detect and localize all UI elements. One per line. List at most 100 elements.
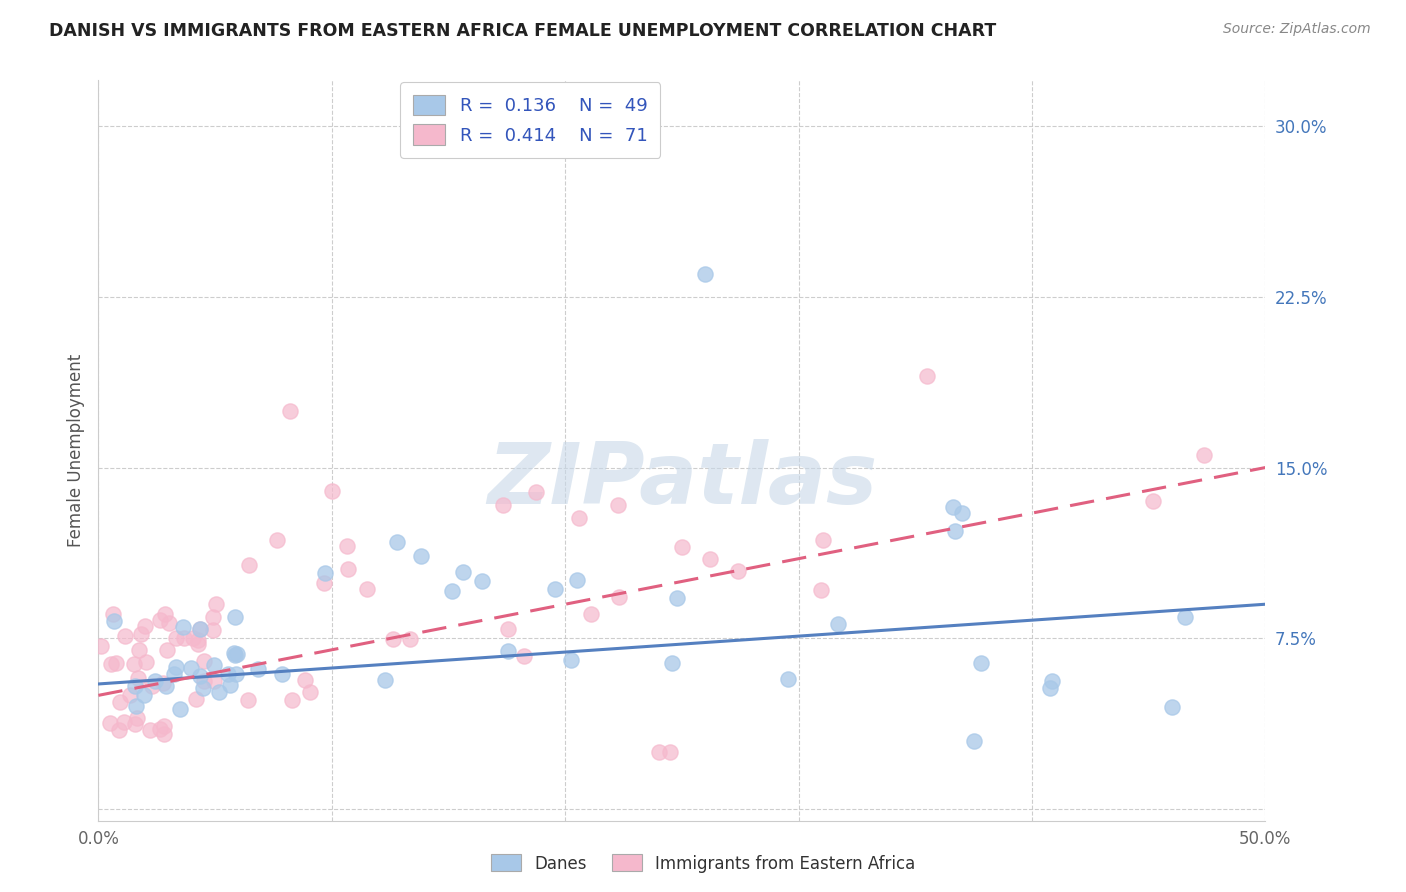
Immigrants from Eastern Africa	[101, 607, 124, 621]
Immigrants from Eastern Africa	[202, 623, 225, 637]
Immigrants from Eastern Africa	[181, 632, 204, 646]
Danes	[1174, 610, 1197, 624]
Danes	[943, 524, 966, 538]
Danes	[544, 582, 567, 596]
Immigrants from Eastern Africa	[127, 672, 149, 686]
Immigrants from Eastern Africa	[156, 643, 179, 657]
Danes	[440, 584, 463, 599]
Immigrants from Eastern Africa	[1192, 448, 1215, 462]
Legend: R =  0.136    N =  49, R =  0.414    N =  71: R = 0.136 N = 49, R = 0.414 N = 71	[401, 82, 661, 158]
Immigrants from Eastern Africa	[236, 693, 259, 707]
Immigrants from Eastern Africa	[108, 723, 131, 737]
Danes	[970, 656, 993, 670]
Immigrants from Eastern Africa	[188, 622, 211, 636]
Immigrants from Eastern Africa	[149, 613, 172, 627]
Danes	[103, 615, 125, 629]
Danes	[451, 566, 474, 580]
Immigrants from Eastern Africa	[152, 676, 174, 690]
Danes	[124, 679, 146, 693]
Danes	[373, 673, 395, 688]
Immigrants from Eastern Africa	[90, 639, 112, 653]
Danes	[695, 267, 717, 281]
Danes	[225, 667, 247, 681]
Danes	[188, 623, 211, 637]
Immigrants from Eastern Africa	[153, 727, 176, 741]
Immigrants from Eastern Africa	[149, 723, 172, 737]
Danes	[180, 660, 202, 674]
Danes	[125, 699, 148, 714]
Immigrants from Eastern Africa	[659, 745, 682, 759]
Immigrants from Eastern Africa	[112, 714, 135, 729]
Danes	[134, 688, 156, 702]
Immigrants from Eastern Africa	[496, 623, 519, 637]
Immigrants from Eastern Africa	[134, 619, 156, 633]
Danes	[1040, 673, 1063, 688]
Immigrants from Eastern Africa	[159, 616, 181, 631]
Immigrants from Eastern Africa	[124, 717, 146, 731]
Immigrants from Eastern Africa	[568, 511, 591, 525]
Immigrants from Eastern Africa	[294, 673, 316, 688]
Immigrants from Eastern Africa	[356, 582, 378, 597]
Danes	[169, 701, 191, 715]
Immigrants from Eastern Africa	[382, 632, 405, 646]
Danes	[1161, 699, 1184, 714]
Immigrants from Eastern Africa	[280, 692, 302, 706]
Immigrants from Eastern Africa	[492, 498, 515, 512]
Immigrants from Eastern Africa	[202, 609, 225, 624]
Immigrants from Eastern Africa	[165, 631, 187, 645]
Danes	[188, 668, 211, 682]
Immigrants from Eastern Africa	[129, 627, 152, 641]
Danes	[143, 673, 166, 688]
Danes	[385, 534, 408, 549]
Danes	[314, 566, 336, 581]
Immigrants from Eastern Africa	[202, 673, 225, 688]
Immigrants from Eastern Africa	[336, 539, 359, 553]
Danes	[565, 573, 588, 587]
Immigrants from Eastern Africa	[299, 685, 322, 699]
Danes	[560, 653, 582, 667]
Immigrants from Eastern Africa	[811, 533, 834, 547]
Immigrants from Eastern Africa	[336, 562, 359, 576]
Immigrants from Eastern Africa	[579, 607, 602, 621]
Immigrants from Eastern Africa	[278, 403, 301, 417]
Immigrants from Eastern Africa	[524, 485, 547, 500]
Immigrants from Eastern Africa	[671, 541, 693, 555]
Danes	[942, 500, 965, 514]
Danes	[950, 506, 973, 520]
Danes	[661, 656, 683, 670]
Immigrants from Eastern Africa	[114, 629, 136, 643]
Danes	[217, 667, 239, 681]
Immigrants from Eastern Africa	[125, 711, 148, 725]
Danes	[155, 679, 177, 693]
Danes	[471, 574, 494, 589]
Immigrants from Eastern Africa	[398, 632, 420, 647]
Danes	[962, 734, 984, 748]
Immigrants from Eastern Africa	[153, 719, 176, 733]
Immigrants from Eastern Africa	[135, 656, 157, 670]
Immigrants from Eastern Africa	[139, 723, 162, 737]
Immigrants from Eastern Africa	[155, 607, 177, 621]
Legend: Danes, Immigrants from Eastern Africa: Danes, Immigrants from Eastern Africa	[484, 847, 922, 880]
Immigrants from Eastern Africa	[193, 673, 215, 688]
Immigrants from Eastern Africa	[187, 637, 209, 651]
Danes	[246, 662, 269, 676]
Immigrants from Eastern Africa	[141, 679, 163, 693]
Immigrants from Eastern Africa	[727, 564, 749, 578]
Danes	[226, 647, 249, 661]
Danes	[270, 666, 292, 681]
Immigrants from Eastern Africa	[607, 590, 630, 604]
Danes	[1039, 681, 1062, 695]
Immigrants from Eastern Africa	[321, 484, 343, 499]
Immigrants from Eastern Africa	[238, 558, 260, 573]
Immigrants from Eastern Africa	[100, 657, 122, 671]
Immigrants from Eastern Africa	[184, 692, 207, 706]
Danes	[218, 678, 240, 692]
Immigrants from Eastern Africa	[1142, 493, 1164, 508]
Danes	[778, 672, 800, 686]
Danes	[411, 549, 433, 564]
Immigrants from Eastern Africa	[98, 716, 121, 731]
Danes	[193, 681, 215, 695]
Danes	[202, 657, 225, 672]
Text: ZIPatlas: ZIPatlas	[486, 439, 877, 522]
Immigrants from Eastern Africa	[647, 745, 669, 759]
